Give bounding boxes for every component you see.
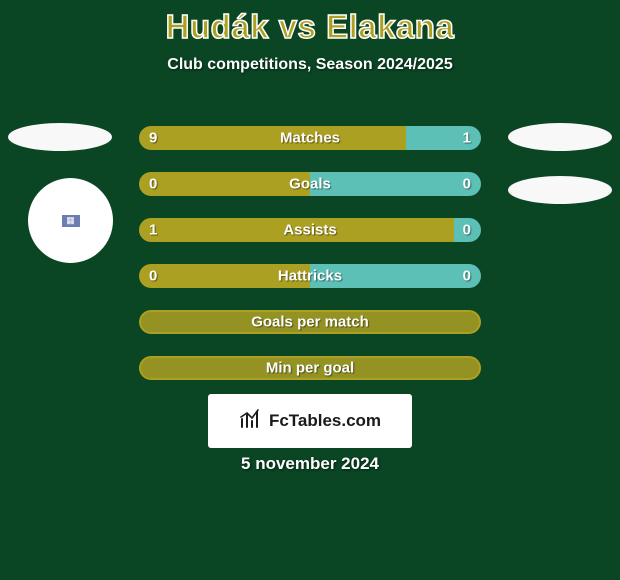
team-badge-inner: ▦ xyxy=(60,213,82,229)
stat-bar-row: Goals00 xyxy=(139,172,481,196)
player-ellipse xyxy=(508,176,612,204)
stat-bar-right-fill xyxy=(406,126,481,150)
team-badge: ▦ xyxy=(28,178,113,263)
stat-bar-left-fill xyxy=(139,172,310,196)
team-badge-glyph: ▦ xyxy=(66,216,75,225)
stat-bar-left-fill xyxy=(139,264,310,288)
chart-icon xyxy=(239,409,263,434)
comparison-subtitle: Club competitions, Season 2024/2025 xyxy=(0,56,620,74)
stat-bar-row: Hattricks00 xyxy=(139,264,481,288)
stat-bar-left-fill xyxy=(139,218,454,242)
stat-bar-row: Min per goal xyxy=(139,356,481,380)
stat-bars: Matches91 Goals00 Assists10 Hattricks00 Goal… xyxy=(139,126,481,402)
player-ellipse xyxy=(8,123,112,151)
fctables-logo: FcTables.com xyxy=(208,394,412,448)
stat-bar-row: Matches91 xyxy=(139,126,481,150)
comparison-title: Hudák vs Elakana xyxy=(0,0,620,46)
generated-date: 5 november 2024 xyxy=(0,454,620,474)
stat-bar-right-fill xyxy=(454,218,481,242)
stat-bar-row: Assists10 xyxy=(139,218,481,242)
fctables-logo-text: FcTables.com xyxy=(269,411,381,431)
stat-bar-right-fill xyxy=(310,172,481,196)
stat-bar-row: Goals per match xyxy=(139,310,481,334)
stat-bar-left-fill xyxy=(139,126,406,150)
stat-bar-right-fill xyxy=(310,264,481,288)
player-ellipse xyxy=(508,123,612,151)
